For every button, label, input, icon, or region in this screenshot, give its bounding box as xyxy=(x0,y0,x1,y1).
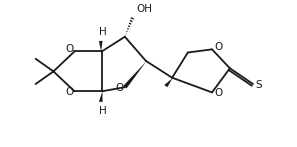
Text: OH: OH xyxy=(136,4,152,14)
Text: O: O xyxy=(65,87,73,97)
Polygon shape xyxy=(99,41,102,51)
Polygon shape xyxy=(123,61,146,88)
Text: O: O xyxy=(65,44,73,54)
Text: O: O xyxy=(116,83,124,93)
Polygon shape xyxy=(99,91,102,102)
Text: H: H xyxy=(99,27,107,37)
Text: O: O xyxy=(214,88,222,98)
Text: O: O xyxy=(214,42,222,52)
Text: S: S xyxy=(255,80,262,90)
Polygon shape xyxy=(164,78,173,87)
Text: H: H xyxy=(99,106,107,116)
